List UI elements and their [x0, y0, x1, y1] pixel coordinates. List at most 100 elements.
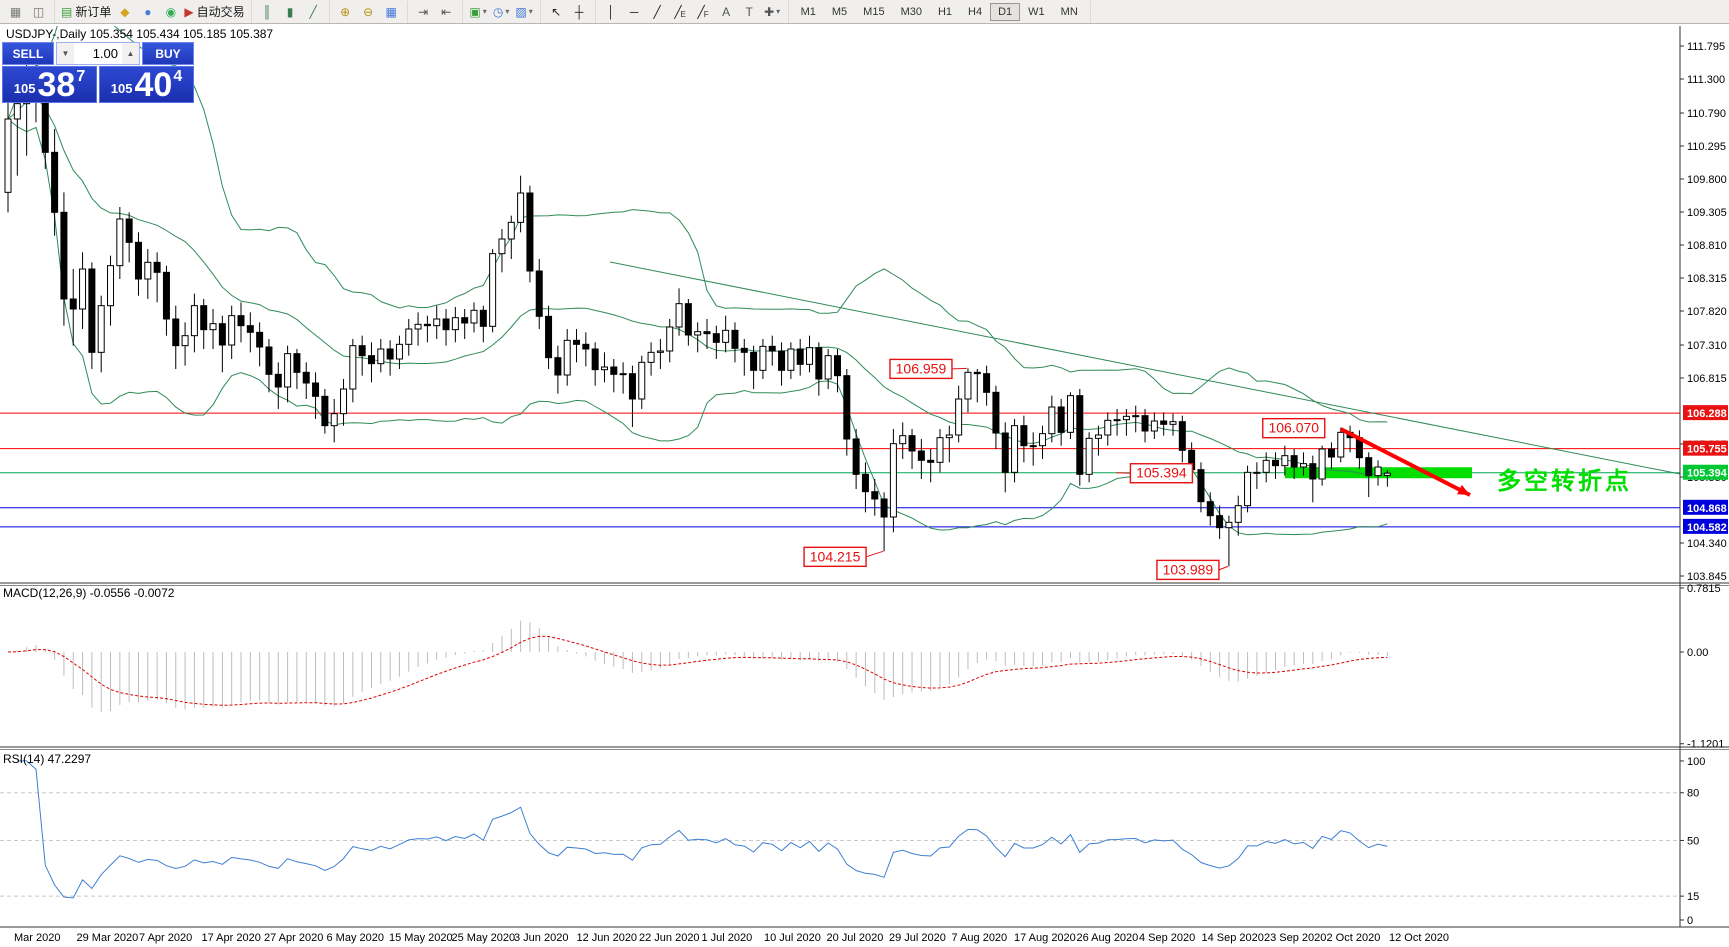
channel-icon[interactable]: ╱ E	[674, 4, 686, 20]
candle-body	[1318, 448, 1326, 480]
candle-body	[340, 388, 348, 415]
candle-body	[246, 325, 254, 333]
candle-body	[134, 241, 142, 280]
price-axis-label: 104.340	[1687, 538, 1727, 550]
autotrading-button[interactable]: ▶ 自动交易	[184, 4, 245, 19]
candle-body	[79, 268, 87, 310]
timeframe-button-W1[interactable]: W1	[1028, 5, 1045, 18]
vertical-line-icon[interactable]: │	[607, 4, 615, 19]
line-chart-icon[interactable]: ╱	[309, 4, 317, 19]
price-axis-label: 103.845	[1687, 571, 1727, 583]
candle-body	[936, 437, 944, 463]
timeframe-button-M15[interactable]: M15	[863, 5, 885, 18]
buy-price-big: 40	[134, 66, 173, 105]
bar-chart-icon[interactable]: ║	[262, 4, 272, 19]
one-click-trading-panel: SELL ▼ ▲ BUY 105 38 7 105 40 4	[2, 42, 194, 103]
sell-button[interactable]: SELL	[2, 42, 54, 65]
price-axis-label: 111.300	[1687, 74, 1725, 86]
date-axis-label: 10 Jul 2020	[764, 932, 821, 944]
candlestick-chart-icon[interactable]: ▮	[286, 4, 294, 19]
toolbar-group-cursor: ↖ ┼	[541, 0, 596, 23]
timeframe-button-MN[interactable]: MN	[1060, 5, 1078, 18]
candle-body	[955, 398, 963, 436]
annotation-text[interactable]: 多空转折点	[1497, 467, 1632, 495]
candle-body	[395, 343, 403, 360]
bollinger-upper-band	[7, 26, 1388, 423]
sell-price-button[interactable]: 105 38 7	[2, 66, 97, 103]
candle-body	[945, 434, 953, 439]
candle-body	[414, 323, 422, 330]
volume-input[interactable]	[74, 43, 122, 64]
callout-box[interactable]	[1156, 559, 1220, 581]
price-axis-label: 111.795	[1687, 41, 1725, 53]
callout-box[interactable]	[1262, 417, 1326, 439]
timeframe-button-M5[interactable]: M5	[831, 5, 848, 18]
chart-shift-icon[interactable]: ⇤	[441, 4, 452, 19]
candle-body	[1122, 415, 1130, 421]
trend-arrow-head[interactable]	[1457, 484, 1470, 495]
date-axis-label: 7 Apr 2020	[139, 932, 192, 944]
candle-body	[190, 305, 198, 337]
date-axis-label: 25 May 2020	[452, 932, 516, 944]
candle-body	[852, 438, 860, 475]
zoom-out-icon[interactable]: ⊖	[363, 4, 374, 19]
candle-body	[1206, 501, 1214, 517]
timeframe-button-D1[interactable]: D1	[990, 2, 1021, 21]
arrows-icon[interactable]: ✚ ▾	[764, 4, 781, 19]
timeframe-button-M1[interactable]: M1	[800, 5, 816, 18]
candle-body	[1216, 515, 1224, 529]
date-axis-label: 29 Jul 2020	[889, 932, 946, 944]
volume-increase-button[interactable]: ▲	[122, 43, 139, 64]
candle-body	[647, 351, 655, 363]
trendline-icon[interactable]: ╱	[653, 4, 661, 19]
zoom-in-icon[interactable]: ⊕	[340, 4, 351, 19]
candle-body	[768, 345, 776, 352]
deposit-icon[interactable]: ◆	[120, 4, 130, 19]
candle-body	[367, 355, 375, 365]
volume-decrease-button[interactable]: ▼	[57, 43, 74, 64]
candle-body	[1132, 415, 1140, 418]
buy-price-whole: 105	[110, 81, 133, 96]
text-icon[interactable]: A	[722, 4, 731, 19]
trendline[interactable]	[609, 261, 1681, 475]
community-icon[interactable]: ●	[144, 4, 152, 19]
template-button[interactable]: ▨ ▾	[515, 4, 533, 19]
price-level-label: 106.288	[1687, 408, 1727, 420]
callout-box[interactable]	[1129, 463, 1194, 484]
new-order-button[interactable]: ▤ 新订单	[61, 4, 112, 19]
candle-body	[321, 395, 329, 427]
data-window-icon[interactable]: ◫	[32, 4, 45, 19]
fibonacci-icon[interactable]: ╱ F	[697, 4, 709, 20]
crosshair-icon[interactable]: ┼	[574, 4, 584, 19]
horizontal-line-icon[interactable]: ─	[629, 4, 639, 19]
callout-box[interactable]	[803, 546, 867, 568]
date-axis-label: Mar 2020	[14, 932, 60, 944]
timeframe-button-H4[interactable]: H4	[968, 5, 983, 18]
callout-leader	[1218, 565, 1229, 571]
candle-body	[1076, 395, 1084, 475]
text-label-icon[interactable]: T	[745, 4, 753, 19]
price-chart-svg[interactable]: 106.959 106.070 105.394 104.215 103.989 多空转折点…	[0, 26, 1729, 947]
toolbar-group-scroll: ⇥ ⇤	[408, 0, 463, 23]
buy-price-button[interactable]: 105 40 4	[99, 66, 194, 103]
trend-arrow[interactable]	[1339, 427, 1471, 497]
price-level-label: 104.582	[1687, 522, 1727, 534]
timeframe-button-H1[interactable]: H1	[937, 5, 953, 18]
cursor-icon[interactable]: ↖	[551, 4, 562, 19]
date-axis-label: 27 Apr 2020	[264, 932, 323, 944]
candle-body	[451, 317, 459, 331]
callout-box[interactable]	[889, 358, 953, 380]
candle-body	[992, 391, 1000, 434]
date-axis-label: 17 Apr 2020	[202, 932, 261, 944]
buy-button[interactable]: BUY	[142, 42, 194, 65]
new-chart-button[interactable]: ▣ ▾	[469, 4, 487, 19]
chart-window-icon[interactable]: ▦	[9, 4, 22, 19]
auto-scroll-icon[interactable]: ⇥	[418, 4, 429, 19]
period-button[interactable]: ◷ ▾	[492, 4, 510, 19]
signals-icon[interactable]: ◉	[165, 4, 177, 19]
candle-body	[889, 443, 897, 518]
timeframe-button-M30[interactable]: M30	[900, 5, 922, 18]
tile-windows-icon[interactable]: ▦	[385, 4, 397, 19]
candle-body	[293, 353, 301, 373]
candle-body	[256, 331, 264, 348]
